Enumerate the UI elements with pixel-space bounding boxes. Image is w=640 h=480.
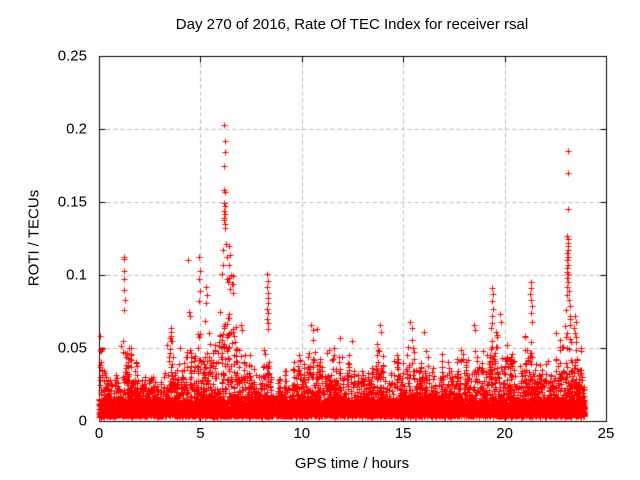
x-tick-label-25: 25 <box>597 425 615 442</box>
x-axis-label: GPS time / hours <box>294 455 410 472</box>
x-tick-label-20: 20 <box>496 425 513 442</box>
y-axis-label: ROTI / TECUs <box>25 189 43 287</box>
y-tick-label-0.1: 0.1 <box>66 266 87 284</box>
x-tick-label-15: 15 <box>394 425 412 442</box>
y-tick-label-0.05: 0.05 <box>57 339 87 357</box>
y-tick-label-0.25: 0.25 <box>57 47 87 65</box>
chart-title: Day 270 of 2016, Rate Of TEC Index for r… <box>175 16 529 33</box>
x-tick-label-5: 5 <box>196 425 205 442</box>
x-tick-label-10: 10 <box>293 425 311 442</box>
y-tick-label-0.2: 0.2 <box>66 120 87 138</box>
y-tick-label-0: 0 <box>78 412 87 430</box>
y-tick-label-0.15: 0.15 <box>57 193 87 211</box>
x-tick-label-0: 0 <box>94 425 104 442</box>
